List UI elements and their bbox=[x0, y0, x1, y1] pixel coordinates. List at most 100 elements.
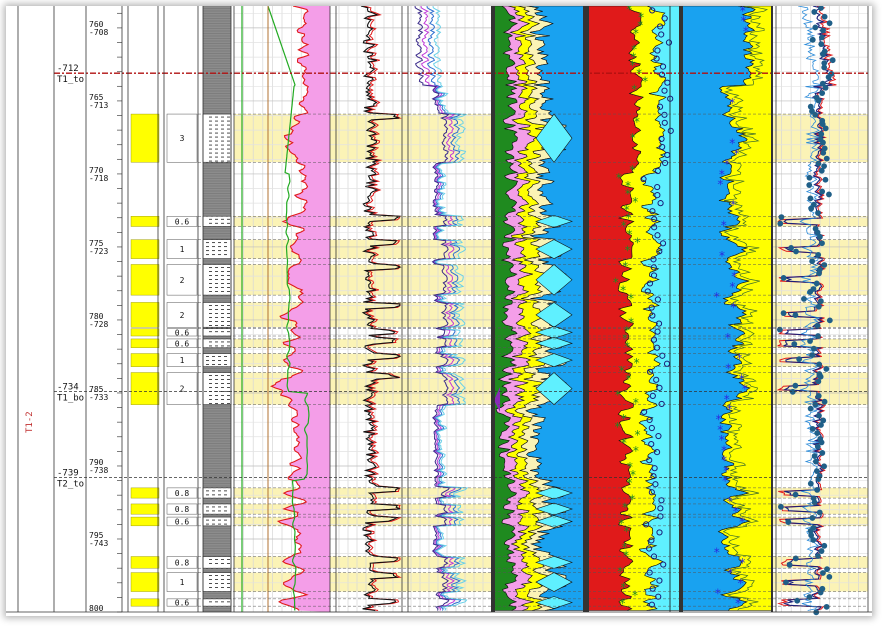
hydrocarbon-fill bbox=[535, 239, 573, 259]
core-porosity-point bbox=[658, 400, 665, 408]
core-porosity-point bbox=[661, 111, 668, 118]
core-permeability-star: * bbox=[622, 549, 629, 563]
core-porosity-point bbox=[664, 151, 671, 159]
pay-flag bbox=[130, 503, 160, 515]
blue-star-point: * bbox=[720, 443, 727, 457]
density-curve bbox=[426, 6, 463, 611]
core-porosity-point bbox=[646, 368, 654, 375]
blue-star-point: * bbox=[733, 147, 740, 161]
core-data-point bbox=[793, 248, 799, 255]
core-data-point bbox=[801, 296, 807, 302]
core-porosity-point bbox=[657, 513, 664, 520]
formation-top-name: T1_to bbox=[57, 75, 84, 85]
core-data-point bbox=[786, 562, 793, 568]
blue-star-point: * bbox=[740, 14, 747, 28]
blue-star-point: * bbox=[738, 372, 745, 386]
core-permeability-star: * bbox=[632, 444, 639, 458]
core-permeability-star: * bbox=[619, 597, 626, 611]
core-permeability-star: * bbox=[642, 75, 649, 89]
core-porosity-point bbox=[655, 320, 663, 327]
core-porosity-point bbox=[654, 167, 661, 175]
pay-flag bbox=[130, 328, 160, 337]
core-data-point bbox=[815, 303, 822, 310]
neutron-porosity-curve bbox=[420, 6, 457, 611]
core-data-point bbox=[783, 579, 789, 586]
tvd-depth-label: -728 bbox=[89, 320, 108, 329]
core-data-point bbox=[792, 491, 799, 498]
blue-star-point: * bbox=[721, 454, 728, 468]
blue-star-point: * bbox=[729, 137, 736, 151]
core-porosity-point bbox=[645, 545, 653, 552]
core-data-point bbox=[819, 80, 826, 87]
md-depth-label: 795 bbox=[89, 531, 104, 540]
pay-flag bbox=[130, 264, 160, 296]
core-permeability-star: * bbox=[623, 324, 630, 338]
core-data-point bbox=[794, 597, 801, 604]
thickness-box bbox=[166, 572, 198, 592]
core-data-point bbox=[777, 220, 784, 227]
thickness-box bbox=[166, 353, 198, 367]
core-permeability-star: * bbox=[612, 275, 619, 289]
core-data-point bbox=[791, 341, 798, 347]
thickness-box bbox=[166, 598, 198, 607]
core-data-point bbox=[821, 542, 828, 549]
hydrocarbon-fill bbox=[535, 302, 573, 328]
core-data-point bbox=[816, 233, 823, 240]
thickness-label: 0.6 bbox=[175, 217, 190, 226]
core-porosity-point bbox=[651, 224, 658, 231]
core-porosity-point bbox=[654, 183, 661, 191]
blue-star-point: * bbox=[739, 6, 746, 18]
pay-flag bbox=[130, 353, 160, 367]
core-porosity-point bbox=[646, 457, 653, 464]
pay-flag bbox=[130, 598, 160, 607]
core-porosity-point bbox=[654, 232, 661, 239]
core-data-point bbox=[809, 515, 816, 521]
core-data-point bbox=[811, 453, 818, 459]
core-data-point bbox=[829, 57, 836, 64]
core-permeability-star: * bbox=[637, 18, 644, 32]
pay-flag bbox=[130, 516, 160, 527]
core-data-point bbox=[819, 188, 826, 195]
blue-star-point: * bbox=[731, 270, 738, 284]
core-permeability-star: * bbox=[624, 340, 631, 354]
formation-top-tvd: -739 bbox=[57, 469, 79, 479]
blue-star-point: * bbox=[714, 586, 721, 600]
tvd-depth-label: -723 bbox=[89, 247, 108, 256]
core-permeability-star: * bbox=[633, 356, 640, 370]
core-porosity-point bbox=[649, 312, 656, 319]
core-permeability-star: * bbox=[619, 283, 626, 297]
pay-flag bbox=[130, 487, 160, 499]
core-porosity-point bbox=[652, 481, 659, 488]
thickness-label: 0.6 bbox=[175, 328, 190, 337]
core-data-point bbox=[819, 450, 826, 456]
blue-star-point: * bbox=[737, 576, 744, 590]
core-porosity-point bbox=[654, 296, 661, 303]
blue-star-point: * bbox=[726, 494, 733, 508]
core-porosity-point bbox=[658, 135, 665, 142]
core-data-point bbox=[820, 139, 826, 146]
core-data-point bbox=[806, 174, 813, 181]
core-porosity-point bbox=[658, 497, 665, 504]
blue-star-point: * bbox=[724, 331, 731, 345]
core-porosity-point bbox=[650, 264, 657, 271]
core-porosity-point bbox=[654, 47, 661, 54]
pe-curve bbox=[414, 6, 451, 611]
core-data-point bbox=[808, 205, 815, 212]
core-permeability-star: * bbox=[621, 500, 628, 514]
core-data-point bbox=[789, 388, 796, 395]
lithology-sand bbox=[202, 487, 232, 499]
core-data-point bbox=[807, 405, 814, 412]
thickness-box bbox=[166, 503, 198, 515]
thickness-box bbox=[166, 216, 198, 227]
core-permeability-star: * bbox=[623, 203, 630, 217]
thickness-label: 2 bbox=[180, 385, 185, 394]
core-permeability-star: * bbox=[632, 26, 639, 40]
core-permeability-star: * bbox=[629, 468, 636, 482]
core-data-point bbox=[818, 422, 824, 428]
core-data-point bbox=[815, 210, 821, 216]
core-data-point bbox=[818, 41, 825, 48]
tvd-depth-label: -743 bbox=[89, 539, 108, 548]
core-porosity-point bbox=[646, 416, 653, 424]
core-porosity-point bbox=[659, 63, 667, 70]
md-depth-label: 785 bbox=[89, 385, 104, 394]
